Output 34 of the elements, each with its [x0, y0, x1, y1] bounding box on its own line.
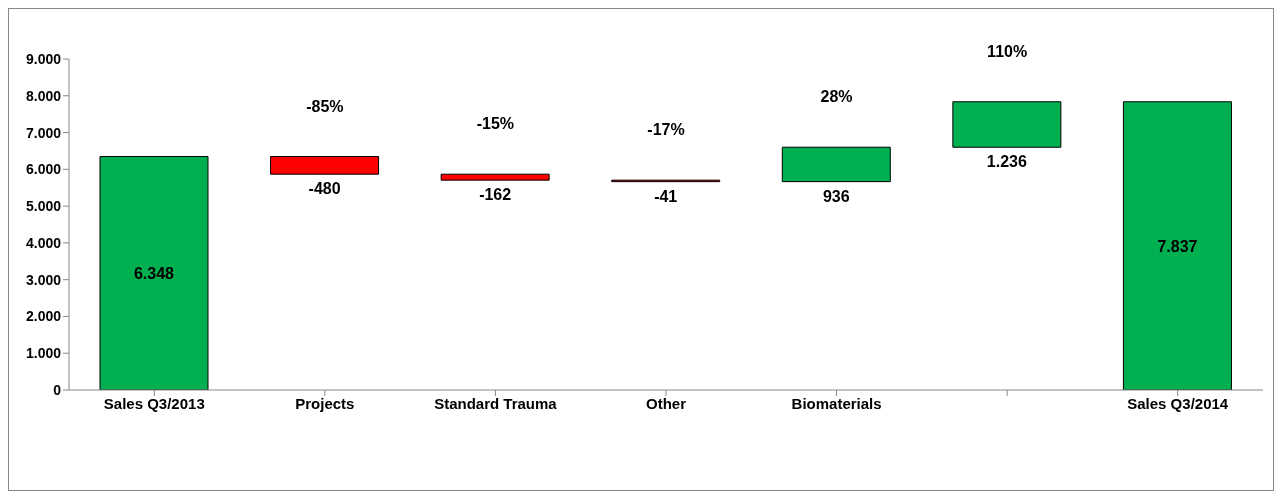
y-tick-label: 9.000 — [25, 50, 62, 67]
annotation: -15% — [476, 115, 515, 133]
bar — [440, 173, 550, 181]
y-tick-label: 8.000 — [25, 87, 62, 104]
annotation: 110% — [987, 42, 1028, 60]
x-tick-label: Sales Q3/2013 — [103, 394, 205, 412]
y-tick-label: 4.000 — [25, 234, 62, 251]
y-tick-label: 5.000 — [25, 198, 62, 215]
y-tick-label: 1.000 — [25, 345, 62, 362]
x-tick-label: Other — [645, 394, 687, 412]
x-tick-label: Sales Q3/2014 — [1127, 394, 1229, 412]
bar — [781, 146, 891, 183]
y-tick-label: 2.000 — [25, 308, 62, 325]
annotation: -17% — [647, 121, 685, 139]
y-tick-label: 0 — [53, 381, 62, 398]
data-label: -480 — [308, 180, 341, 198]
y-tick-label: 7.000 — [25, 124, 62, 141]
x-tick-label: Projects — [295, 394, 355, 412]
annotation: -85% — [306, 97, 344, 115]
bar — [270, 156, 380, 175]
annotation: 28% — [820, 88, 853, 106]
y-tick-label: 3.000 — [25, 271, 62, 288]
bar — [1122, 101, 1232, 390]
data-label: 6.348 — [133, 265, 175, 283]
data-label: 7.837 — [1157, 237, 1198, 255]
bar — [952, 101, 1062, 148]
x-tick-label: Standard Trauma — [434, 394, 558, 412]
data-label: -162 — [479, 186, 512, 204]
data-label: -41 — [654, 187, 678, 205]
data-label: 1.236 — [986, 153, 1027, 171]
x-tick-label: Biomaterials — [791, 394, 882, 412]
y-tick-label: 6.000 — [25, 161, 62, 178]
data-label: 936 — [822, 187, 850, 205]
bar — [99, 156, 209, 390]
